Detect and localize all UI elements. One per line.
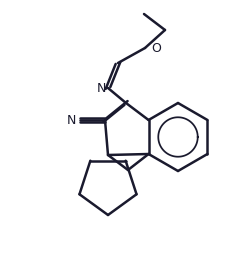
Text: O: O — [151, 41, 161, 54]
Text: N: N — [96, 81, 106, 95]
Text: N: N — [66, 113, 76, 126]
